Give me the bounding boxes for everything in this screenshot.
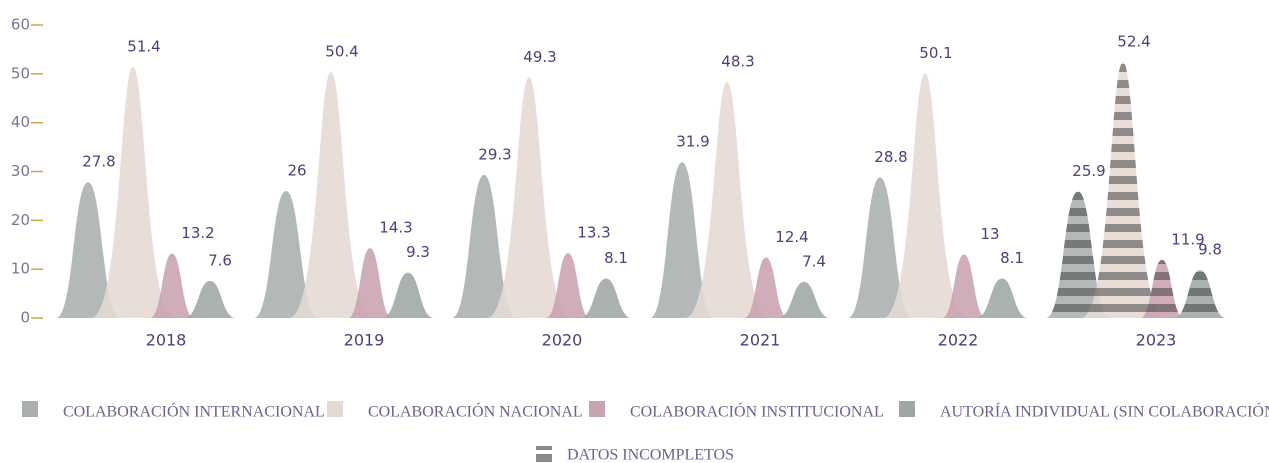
legend-swatch <box>899 401 915 417</box>
y-tick-label: 20 <box>11 211 30 229</box>
incomplete-stripes <box>1140 259 1184 318</box>
legend-swatch <box>22 401 38 417</box>
value-label: 13 <box>980 225 999 243</box>
incomplete-stripes <box>1081 62 1165 318</box>
bar <box>883 73 967 318</box>
x-tick-label: 2021 <box>740 331 781 350</box>
bar <box>56 182 120 318</box>
legend-label: AUTORÍA INDIVIDUAL (SIN COLABORACIÓN) <box>940 402 1269 421</box>
value-label: 25.9 <box>1072 162 1105 180</box>
bar <box>976 278 1028 318</box>
value-label: 9.8 <box>1198 241 1222 259</box>
x-tick-label: 2019 <box>344 331 385 350</box>
y-tick-label: 50 <box>11 64 30 82</box>
bar <box>289 71 373 318</box>
bar <box>778 281 830 318</box>
value-label: 51.4 <box>127 37 160 55</box>
value-label: 31.9 <box>676 133 709 151</box>
legend-label: DATOS INCOMPLETOS <box>567 447 734 463</box>
bar <box>744 257 788 318</box>
value-label: 8.1 <box>1000 249 1024 267</box>
legend-label: COLABORACIÓN INSTITUCIONAL <box>630 402 884 421</box>
y-tick-label: 40 <box>11 113 30 131</box>
bar <box>452 174 516 318</box>
incomplete-stripes <box>1046 191 1110 318</box>
value-label: 27.8 <box>82 153 115 171</box>
bar <box>650 162 714 318</box>
x-tick-label: 2018 <box>146 331 187 350</box>
legend-swatch <box>327 401 343 417</box>
bar <box>848 177 912 318</box>
value-label: 11.9 <box>1171 230 1204 248</box>
bar <box>546 253 590 318</box>
legend-swatch <box>589 401 605 417</box>
y-tick-label: 30 <box>11 162 30 180</box>
value-label: 13.3 <box>577 224 610 242</box>
value-label: 48.3 <box>721 53 754 71</box>
legend-label: COLABORACIÓN INTERNACIONAL <box>63 402 325 421</box>
bar <box>348 248 392 318</box>
x-tick-label: 2023 <box>1136 331 1177 350</box>
value-label: 49.3 <box>523 48 556 66</box>
value-label: 13.2 <box>181 224 214 242</box>
value-label: 7.4 <box>802 252 826 270</box>
value-label: 29.3 <box>478 145 511 163</box>
bar <box>382 272 434 318</box>
value-label: 52.4 <box>1117 33 1150 51</box>
bar <box>184 280 236 318</box>
legend-label: COLABORACIÓN NACIONAL <box>368 402 583 421</box>
bar <box>487 77 571 318</box>
value-label: 9.3 <box>406 243 430 261</box>
value-label: 28.8 <box>874 148 907 166</box>
bar <box>91 66 175 318</box>
bar <box>254 191 318 318</box>
value-label: 26 <box>287 162 306 180</box>
value-label: 8.1 <box>604 249 628 267</box>
legend-swatch <box>536 454 552 462</box>
incomplete-stripes <box>1174 270 1226 318</box>
legend-swatch <box>536 446 552 450</box>
x-tick-label: 2022 <box>938 331 979 350</box>
y-tick-label: 60 <box>11 16 30 34</box>
bar <box>150 253 194 318</box>
value-label: 12.4 <box>775 228 808 246</box>
bar <box>685 82 769 318</box>
value-label: 50.1 <box>919 44 952 62</box>
y-tick-label: 0 <box>20 309 30 327</box>
bar <box>942 254 986 318</box>
value-label: 14.3 <box>379 219 412 237</box>
bar <box>580 278 632 318</box>
y-tick-label: 10 <box>11 260 30 278</box>
x-tick-label: 2020 <box>542 331 583 350</box>
value-label: 7.6 <box>208 251 232 269</box>
value-label: 50.4 <box>325 42 358 60</box>
